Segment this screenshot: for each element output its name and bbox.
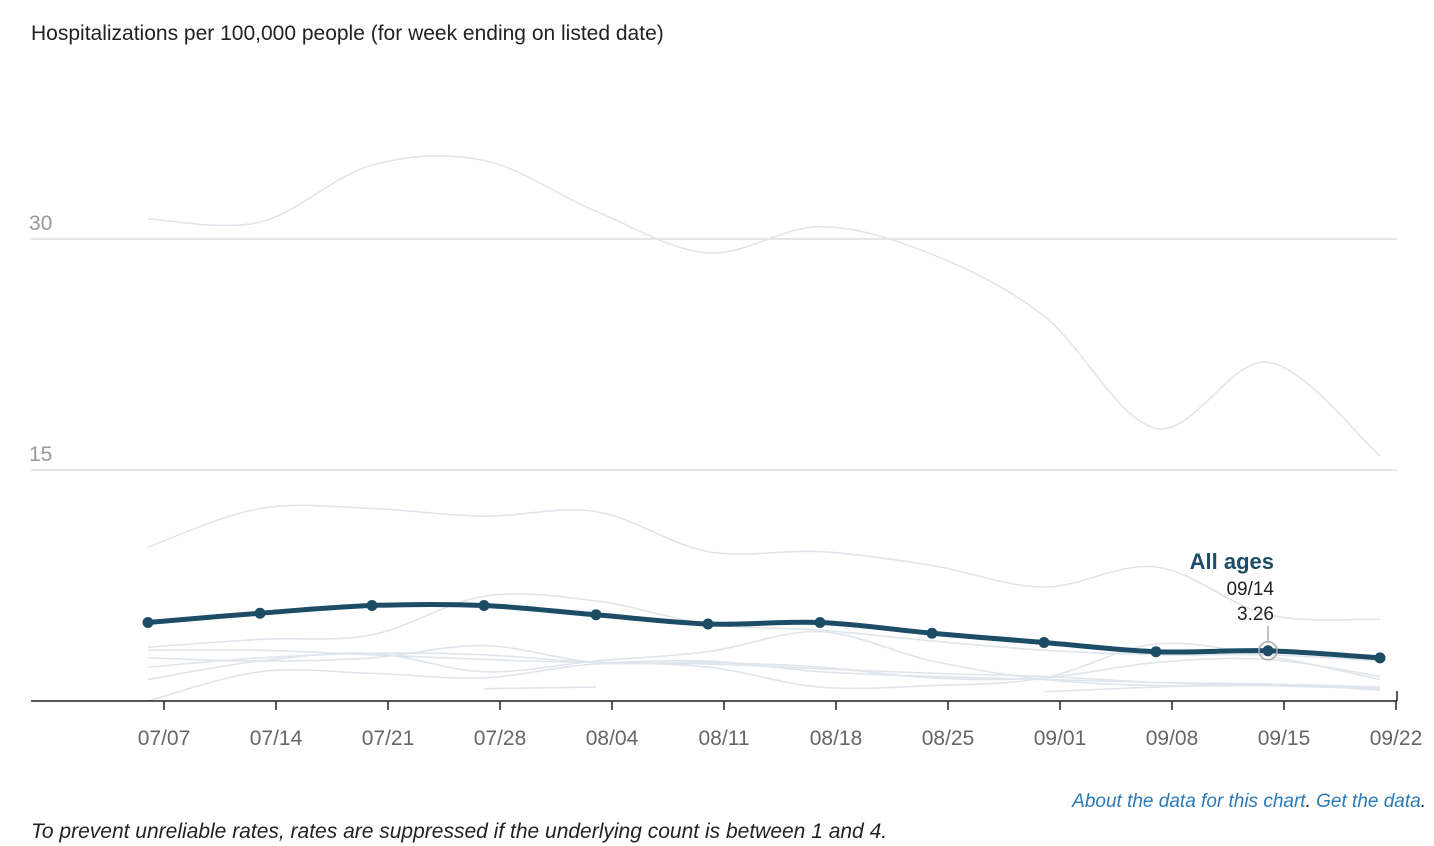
series-line-bg: [483, 686, 597, 690]
y-tick-label: 15: [29, 443, 52, 466]
chart-title: Hospitalizations per 100,000 people (for…: [31, 22, 664, 45]
data-point[interactable]: [814, 616, 826, 628]
series-line-all-ages: [145, 601, 1383, 661]
annotation-value: 3.26: [1237, 604, 1274, 625]
data-point[interactable]: [254, 607, 266, 619]
data-point[interactable]: [1150, 646, 1162, 658]
x-axis: 07/07 07/14 07/21 07/28 08/04 08/11 08/18 08/25…: [31, 691, 1422, 750]
x-tick-label: 07/28: [474, 727, 527, 750]
series-line-bg: [147, 504, 1381, 621]
x-tick-label: 07/21: [362, 727, 415, 750]
highlight-series: [142, 600, 1386, 664]
data-point[interactable]: [702, 618, 714, 630]
data-links: About the data for this chart. Get the d…: [1072, 791, 1426, 813]
annotation-series-name: All ages: [1190, 549, 1274, 574]
series-line-bg: [147, 593, 1381, 662]
link-end: .: [1420, 791, 1426, 812]
series-line-bg: [147, 642, 1381, 702]
data-point[interactable]: [590, 609, 602, 621]
series-line-bg: [1043, 683, 1381, 693]
about-data-link[interactable]: About the data for this chart: [1072, 791, 1306, 812]
x-tick-label: 08/11: [699, 727, 750, 750]
data-point[interactable]: [478, 600, 490, 612]
data-point[interactable]: [142, 616, 154, 628]
x-tick-label: 09/15: [1258, 727, 1311, 750]
annotation: All ages 09/14 3.26: [1190, 549, 1278, 661]
x-tick-label: 08/18: [810, 727, 863, 750]
x-tick-label: 07/14: [250, 727, 303, 750]
data-point[interactable]: [1038, 636, 1050, 648]
x-tick-label: 07/07: [138, 727, 191, 750]
data-point[interactable]: [1374, 652, 1386, 664]
data-point[interactable]: [926, 627, 938, 639]
link-separator: .: [1305, 791, 1317, 812]
y-tick-label: 30: [29, 212, 52, 235]
x-tick-label: 09/01: [1034, 727, 1087, 750]
data-point[interactable]: [366, 600, 378, 612]
footnote: To prevent unreliable rates, rates are s…: [31, 820, 888, 843]
x-tick-label: 08/25: [922, 727, 975, 750]
series-line-bg: [147, 630, 1381, 690]
x-tick-label: 09/08: [1146, 727, 1199, 750]
series-line-bg: [147, 644, 1381, 681]
x-tick-label: 08/04: [586, 727, 639, 750]
get-data-link[interactable]: Get the data: [1316, 791, 1421, 812]
annotation-date: 09/14: [1226, 579, 1274, 600]
background-series: [147, 155, 1381, 702]
x-tick-label: 09/22: [1370, 727, 1423, 750]
data-point[interactable]: [1262, 645, 1274, 657]
series-line-bg: [147, 155, 1381, 457]
